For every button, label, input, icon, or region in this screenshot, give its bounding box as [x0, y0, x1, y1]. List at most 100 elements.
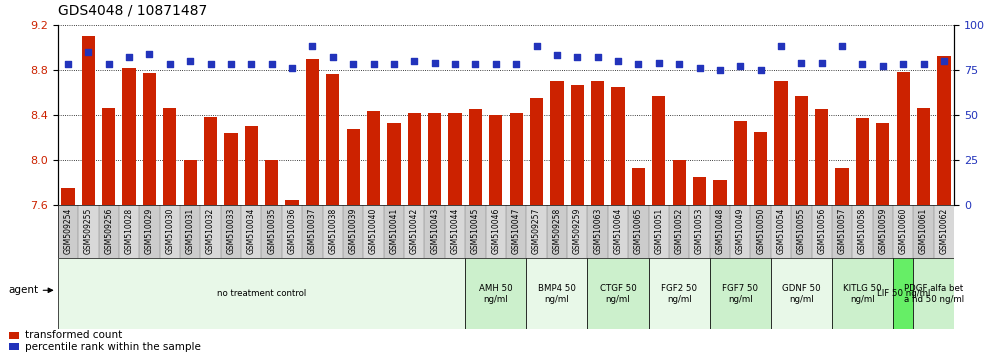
Bar — [486, 205, 506, 258]
Text: GSM510059: GSM510059 — [878, 208, 887, 255]
Bar — [58, 258, 465, 329]
Point — [855, 62, 871, 67]
Text: GSM510057: GSM510057 — [838, 208, 847, 255]
Bar — [913, 258, 954, 329]
Bar — [571, 85, 584, 205]
Text: GSM509257: GSM509257 — [532, 208, 541, 255]
Bar — [730, 205, 750, 258]
Point — [835, 44, 851, 49]
Bar — [387, 123, 400, 205]
Bar — [693, 177, 706, 205]
Bar — [367, 110, 380, 205]
Bar — [465, 205, 486, 258]
Bar — [82, 36, 95, 205]
Text: KITLG 50
ng/ml: KITLG 50 ng/ml — [844, 284, 881, 303]
Bar — [62, 188, 75, 205]
Text: GSM509258: GSM509258 — [553, 208, 562, 254]
Point — [814, 60, 830, 65]
Text: GSM510029: GSM510029 — [145, 208, 154, 254]
Text: GSM510033: GSM510033 — [226, 208, 235, 255]
Text: GSM510050: GSM510050 — [756, 208, 765, 255]
Point — [753, 67, 769, 73]
Text: GSM510052: GSM510052 — [674, 208, 683, 254]
Point — [467, 62, 483, 67]
Point — [895, 62, 911, 67]
Text: GSM510062: GSM510062 — [939, 208, 948, 254]
Text: FGF2 50
ng/ml: FGF2 50 ng/ml — [661, 284, 697, 303]
Bar — [934, 205, 954, 258]
Point — [426, 60, 442, 65]
Text: GSM510032: GSM510032 — [206, 208, 215, 254]
Text: GSM510044: GSM510044 — [450, 208, 459, 255]
Bar — [648, 205, 669, 258]
Bar — [347, 129, 360, 205]
Bar — [648, 258, 710, 329]
Bar — [669, 205, 689, 258]
Bar — [404, 205, 424, 258]
Bar — [469, 109, 482, 205]
Bar — [893, 258, 913, 329]
Point — [712, 67, 728, 73]
Point — [570, 55, 586, 60]
Text: GSM510060: GSM510060 — [898, 208, 907, 255]
Bar — [183, 160, 197, 205]
Bar — [774, 81, 788, 205]
Bar — [588, 258, 648, 329]
Bar — [383, 205, 404, 258]
Bar — [465, 258, 526, 329]
Bar — [245, 126, 258, 205]
Point — [346, 62, 362, 67]
Bar — [510, 113, 523, 205]
Bar — [937, 56, 950, 205]
Bar — [78, 205, 99, 258]
Bar — [628, 205, 648, 258]
Bar — [282, 205, 302, 258]
Text: transformed count: transformed count — [25, 330, 122, 340]
Bar — [159, 205, 180, 258]
Bar — [428, 113, 441, 205]
Bar — [612, 87, 624, 205]
Text: GSM510030: GSM510030 — [165, 208, 174, 255]
Text: GSM509255: GSM509255 — [84, 208, 93, 255]
Point — [161, 62, 178, 67]
Point — [650, 60, 666, 65]
Bar — [163, 108, 176, 205]
Bar — [836, 168, 849, 205]
Point — [366, 62, 381, 67]
Point — [549, 53, 565, 58]
Bar — [204, 117, 217, 205]
Text: AMH 50
ng/ml: AMH 50 ng/ml — [479, 284, 513, 303]
Text: agent: agent — [9, 285, 39, 295]
Bar — [265, 160, 278, 205]
Point — [243, 62, 259, 67]
Point — [630, 62, 646, 67]
Text: GSM510056: GSM510056 — [818, 208, 827, 255]
Bar — [550, 81, 564, 205]
Bar — [306, 59, 319, 205]
Bar — [750, 205, 771, 258]
Point — [386, 62, 402, 67]
Bar — [424, 205, 445, 258]
Bar — [672, 160, 686, 205]
Bar — [547, 205, 567, 258]
Bar — [489, 115, 502, 205]
Text: PDGF alfa bet
a hd 50 ng/ml: PDGF alfa bet a hd 50 ng/ml — [903, 284, 964, 303]
Text: GSM510063: GSM510063 — [594, 208, 603, 255]
Bar — [530, 98, 543, 205]
Bar — [445, 205, 465, 258]
Point — [141, 51, 157, 57]
Point — [202, 62, 218, 67]
Text: GSM510034: GSM510034 — [247, 208, 256, 255]
Text: GDS4048 / 10871487: GDS4048 / 10871487 — [58, 4, 207, 18]
Point — [223, 62, 239, 67]
Bar — [221, 205, 241, 258]
Text: GSM510058: GSM510058 — [858, 208, 867, 254]
Text: GSM510035: GSM510035 — [267, 208, 276, 255]
Bar — [812, 205, 832, 258]
Point — [529, 44, 545, 49]
Text: GSM510055: GSM510055 — [797, 208, 806, 255]
Text: GSM510051: GSM510051 — [654, 208, 663, 254]
Point — [81, 49, 97, 55]
Text: GSM509259: GSM509259 — [573, 208, 582, 255]
Text: GSM510042: GSM510042 — [409, 208, 418, 254]
